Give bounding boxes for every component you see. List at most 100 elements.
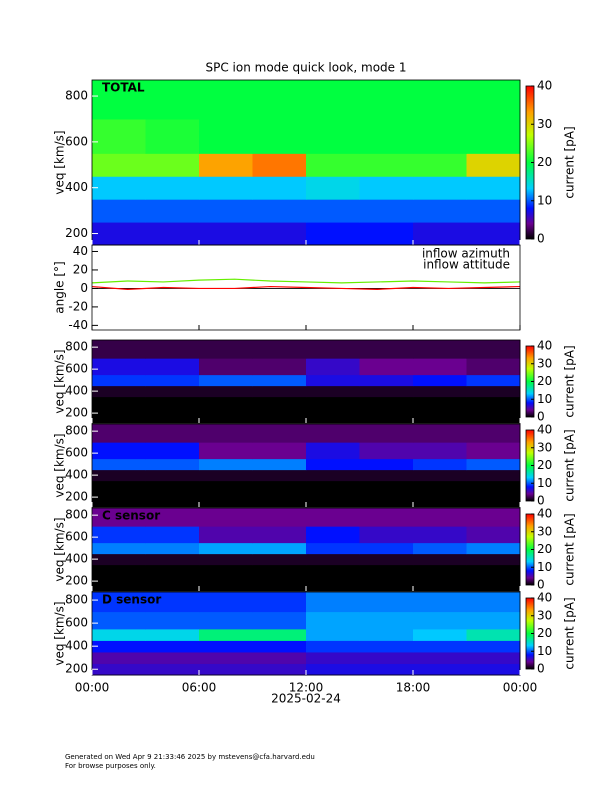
heatmap-cell — [466, 340, 521, 359]
heatmap-cell — [466, 628, 521, 641]
heatmap-cell — [306, 458, 360, 471]
heatmap-cell — [92, 553, 146, 566]
heatmap-cell — [413, 526, 467, 544]
heatmap-cell — [92, 480, 146, 493]
heatmap-cell — [413, 651, 467, 664]
heatmap-cell — [92, 628, 146, 641]
x-tick-label: 12:00 — [289, 681, 324, 695]
colorbar-tick-label: 10 — [537, 560, 552, 574]
heatmap-cell — [92, 469, 146, 482]
heatmap-cell — [92, 663, 146, 676]
heatmap-cell — [92, 575, 146, 592]
colorbar-tick-label: 10 — [537, 193, 552, 207]
heatmap-cell — [199, 340, 253, 359]
x-tick-label: 00:00 — [75, 681, 110, 695]
heatmap-cell — [306, 611, 360, 630]
colorbar-tick-label: 0 — [537, 578, 545, 592]
colorbar-tick-label: 0 — [537, 662, 545, 676]
heatmap-cell — [199, 564, 253, 577]
heatmap-cell — [92, 611, 146, 630]
heatmap-cell — [145, 526, 200, 544]
heatmap-cell — [92, 118, 146, 154]
heatmap-cell — [413, 491, 467, 508]
heatmap-cell — [92, 222, 146, 246]
heatmap-cell — [252, 407, 307, 424]
heatmap-cell — [306, 564, 360, 577]
heatmap-cell — [92, 176, 146, 200]
heatmap-cell — [92, 508, 146, 527]
colorbar-label: current [pA] — [563, 597, 577, 669]
heatmap-cell — [145, 480, 200, 493]
heatmap-cell — [306, 628, 360, 641]
colorbar-tick-label: 40 — [537, 591, 552, 605]
colorbar-tick-label: 0 — [537, 410, 545, 424]
heatmap-cell — [199, 575, 253, 592]
heatmap-cell — [413, 553, 467, 566]
heatmap-cell — [145, 199, 200, 223]
heatmap-cell — [306, 640, 360, 653]
heatmap-cell — [413, 640, 467, 653]
heatmap-cell — [466, 542, 521, 555]
colorbar-label: current [pA] — [563, 126, 577, 198]
heatmap-cell — [145, 491, 200, 508]
heatmap-cell — [306, 526, 360, 544]
heatmap-cell — [359, 553, 414, 566]
y-tick-label: -40 — [68, 318, 88, 332]
colorbar-tick-label: 20 — [537, 155, 552, 169]
heatmap-cell — [359, 469, 414, 482]
heatmap-cell — [413, 80, 467, 120]
heatmap-cell — [359, 442, 414, 460]
heatmap-cell — [145, 118, 200, 154]
colorbar-tick-label: 40 — [537, 79, 552, 93]
heatmap-cell — [92, 340, 146, 359]
heatmap-cell — [145, 442, 200, 460]
heatmap-cell — [359, 396, 414, 409]
heatmap-cell — [413, 564, 467, 577]
y-axis-label: veq [km/s] — [53, 130, 67, 194]
heatmap-cell — [145, 396, 200, 409]
heatmap-cell — [413, 153, 467, 177]
y-tick-label: 400 — [65, 384, 88, 398]
heatmap-cell — [92, 358, 146, 376]
heatmap-cell — [199, 469, 253, 482]
heatmap-cell — [252, 553, 307, 566]
heatmap-cell — [466, 442, 521, 460]
heatmap-cell — [359, 663, 414, 676]
heatmap-cell — [306, 222, 360, 246]
colorbar-tick-label: 30 — [537, 524, 552, 538]
heatmap-cell — [413, 508, 467, 527]
heatmap-cell — [199, 424, 253, 443]
heatmap-cell — [466, 491, 521, 508]
heatmap-cell — [466, 480, 521, 493]
heatmap-cell — [252, 222, 307, 246]
heatmap-cell — [466, 80, 521, 120]
heatmap-cell — [145, 385, 200, 398]
y-axis-label: veq [km/s] — [53, 433, 67, 497]
heatmap-cell — [306, 80, 360, 120]
heatmap-cell — [466, 407, 521, 424]
y-tick-label: 200 — [65, 406, 88, 420]
colorbar-tick-label: 40 — [537, 339, 552, 353]
y-tick-label: 200 — [65, 226, 88, 240]
heatmap-cell — [413, 575, 467, 592]
heatmap-cell — [466, 118, 521, 154]
heatmap-cell — [145, 424, 200, 443]
heatmap-cell — [466, 458, 521, 471]
heatmap-cell — [359, 153, 414, 177]
heatmap-cell — [199, 153, 253, 177]
colorbar-label: current [pA] — [563, 513, 577, 585]
y-axis-label: veq [km/s] — [53, 349, 67, 413]
heatmap-cell — [359, 340, 414, 359]
x-tick-label: 18:00 — [396, 681, 431, 695]
heatmap-cell — [252, 374, 307, 387]
heatmap-cell — [199, 526, 253, 544]
heatmap-cell — [359, 480, 414, 493]
heatmap-cell — [252, 542, 307, 555]
heatmap-cell — [199, 176, 253, 200]
colorbar-tick-label: 20 — [537, 542, 552, 556]
heatmap-cell — [92, 374, 146, 387]
panel-label: D sensor — [102, 593, 161, 607]
heatmap-cell — [92, 491, 146, 508]
heatmap-cell — [92, 153, 146, 177]
heatmap-cell — [145, 407, 200, 424]
